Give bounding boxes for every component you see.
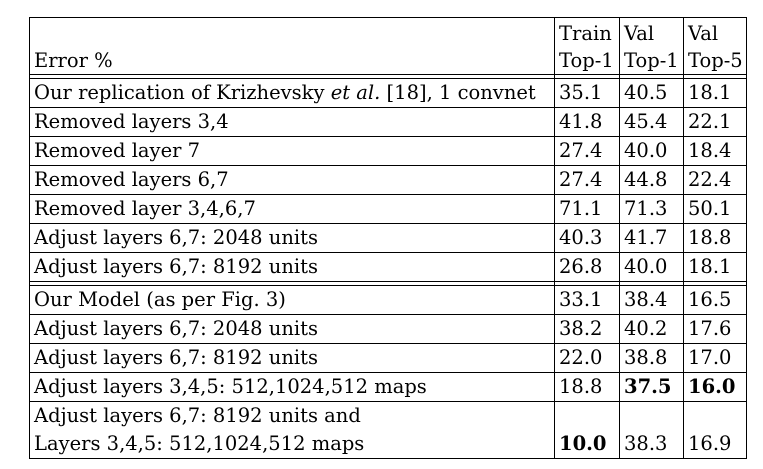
train-top1-cell: 71.1: [554, 194, 620, 224]
row-label: Our replication of Krizhevsky et al. [18…: [29, 78, 555, 108]
row-label: Removed layers 3,4: [29, 107, 555, 137]
val-top5-cell: 22.1: [683, 107, 747, 137]
val-top1-cell: 44.8: [619, 165, 684, 195]
val-top5-cell: 18.4: [683, 136, 747, 166]
val-top5-cell: 16.5: [683, 285, 747, 315]
val-top1-cell: 38.3: [619, 401, 684, 459]
table-row: Removed layer 7 27.4 40.0 18.4: [29, 136, 747, 166]
header-val-top5: Val Top-5: [683, 17, 747, 75]
val-top5-cell: 16.9: [683, 401, 747, 459]
val-top1-cell: 38.4: [619, 285, 684, 315]
header-label: Error %: [29, 17, 555, 75]
val-top1-cell: 40.0: [619, 136, 684, 166]
table-row: Adjust layers 3,4,5: 512,1024,512 maps 1…: [29, 372, 747, 402]
table-row: Our Model (as per Fig. 3) 33.1 38.4 16.5: [29, 285, 747, 315]
val-top5-cell: 17.0: [683, 343, 747, 373]
val-top1-cell: 40.0: [619, 252, 684, 282]
val-top1-cell-best: 37.5: [619, 372, 684, 402]
val-top5-cell: 18.8: [683, 223, 747, 253]
val-top5-cell: 18.1: [683, 252, 747, 282]
train-top1-cell: 35.1: [554, 78, 620, 108]
table-row: Adjust layers 6,7: 8192 units and Layers …: [29, 401, 747, 459]
table-row: Adjust layers 6,7: 8192 units 22.0 38.8 …: [29, 343, 747, 373]
val-top5-cell: 22.4: [683, 165, 747, 195]
results-table-container: Error % Train Top-1 Val Top-1 Val Top-5 Our…: [29, 17, 747, 459]
train-top1-cell: 18.8: [554, 372, 620, 402]
val-top5-cell: 17.6: [683, 314, 747, 344]
val-top1-cell: 38.8: [619, 343, 684, 373]
val-top1-cell: 40.5: [619, 78, 684, 108]
row-label: Adjust layers 6,7: 8192 units and Layers …: [29, 401, 555, 459]
train-top1-cell-best: 10.0: [554, 401, 620, 459]
train-top1-cell: 40.3: [554, 223, 620, 253]
row-label: Adjust layers 3,4,5: 512,1024,512 maps: [29, 372, 555, 402]
table-row: Removed layers 3,4 41.8 45.4 22.1: [29, 107, 747, 137]
row-label: Adjust layers 6,7: 8192 units: [29, 343, 555, 373]
table-row: Adjust layers 6,7: 8192 units 26.8 40.0 …: [29, 252, 747, 282]
train-top1-cell: 38.2: [554, 314, 620, 344]
table-row: Adjust layers 6,7: 2048 units 40.3 41.7 …: [29, 223, 747, 253]
val-top5-cell-best: 16.0: [683, 372, 747, 402]
train-top1-cell: 33.1: [554, 285, 620, 315]
row-label: Our Model (as per Fig. 3): [29, 285, 555, 315]
header-train-top1: Train Top-1: [554, 17, 620, 75]
row-label: Removed layers 6,7: [29, 165, 555, 195]
train-top1-cell: 41.8: [554, 107, 620, 137]
header-row: Error % Train Top-1 Val Top-1 Val Top-5: [29, 17, 747, 75]
row-label: Adjust layers 6,7: 2048 units: [29, 223, 555, 253]
train-top1-cell: 27.4: [554, 165, 620, 195]
header-val-top1: Val Top-1: [619, 17, 684, 75]
train-top1-cell: 26.8: [554, 252, 620, 282]
row-label: Adjust layers 6,7: 8192 units: [29, 252, 555, 282]
table-row: Removed layer 3,4,6,7 71.1 71.3 50.1: [29, 194, 747, 224]
row-label: Removed layer 7: [29, 136, 555, 166]
val-top1-cell: 40.2: [619, 314, 684, 344]
val-top1-cell: 71.3: [619, 194, 684, 224]
row-label: Adjust layers 6,7: 2048 units: [29, 314, 555, 344]
val-top1-cell: 45.4: [619, 107, 684, 137]
row-label: Removed layer 3,4,6,7: [29, 194, 555, 224]
table-row: Adjust layers 6,7: 2048 units 38.2 40.2 …: [29, 314, 747, 344]
val-top1-cell: 41.7: [619, 223, 684, 253]
table-row: Removed layers 6,7 27.4 44.8 22.4: [29, 165, 747, 195]
error-table: Error % Train Top-1 Val Top-1 Val Top-5 Our…: [29, 17, 747, 459]
val-top5-cell: 50.1: [683, 194, 747, 224]
table-row: Our replication of Krizhevsky et al. [18…: [29, 78, 747, 108]
val-top5-cell: 18.1: [683, 78, 747, 108]
train-top1-cell: 27.4: [554, 136, 620, 166]
train-top1-cell: 22.0: [554, 343, 620, 373]
